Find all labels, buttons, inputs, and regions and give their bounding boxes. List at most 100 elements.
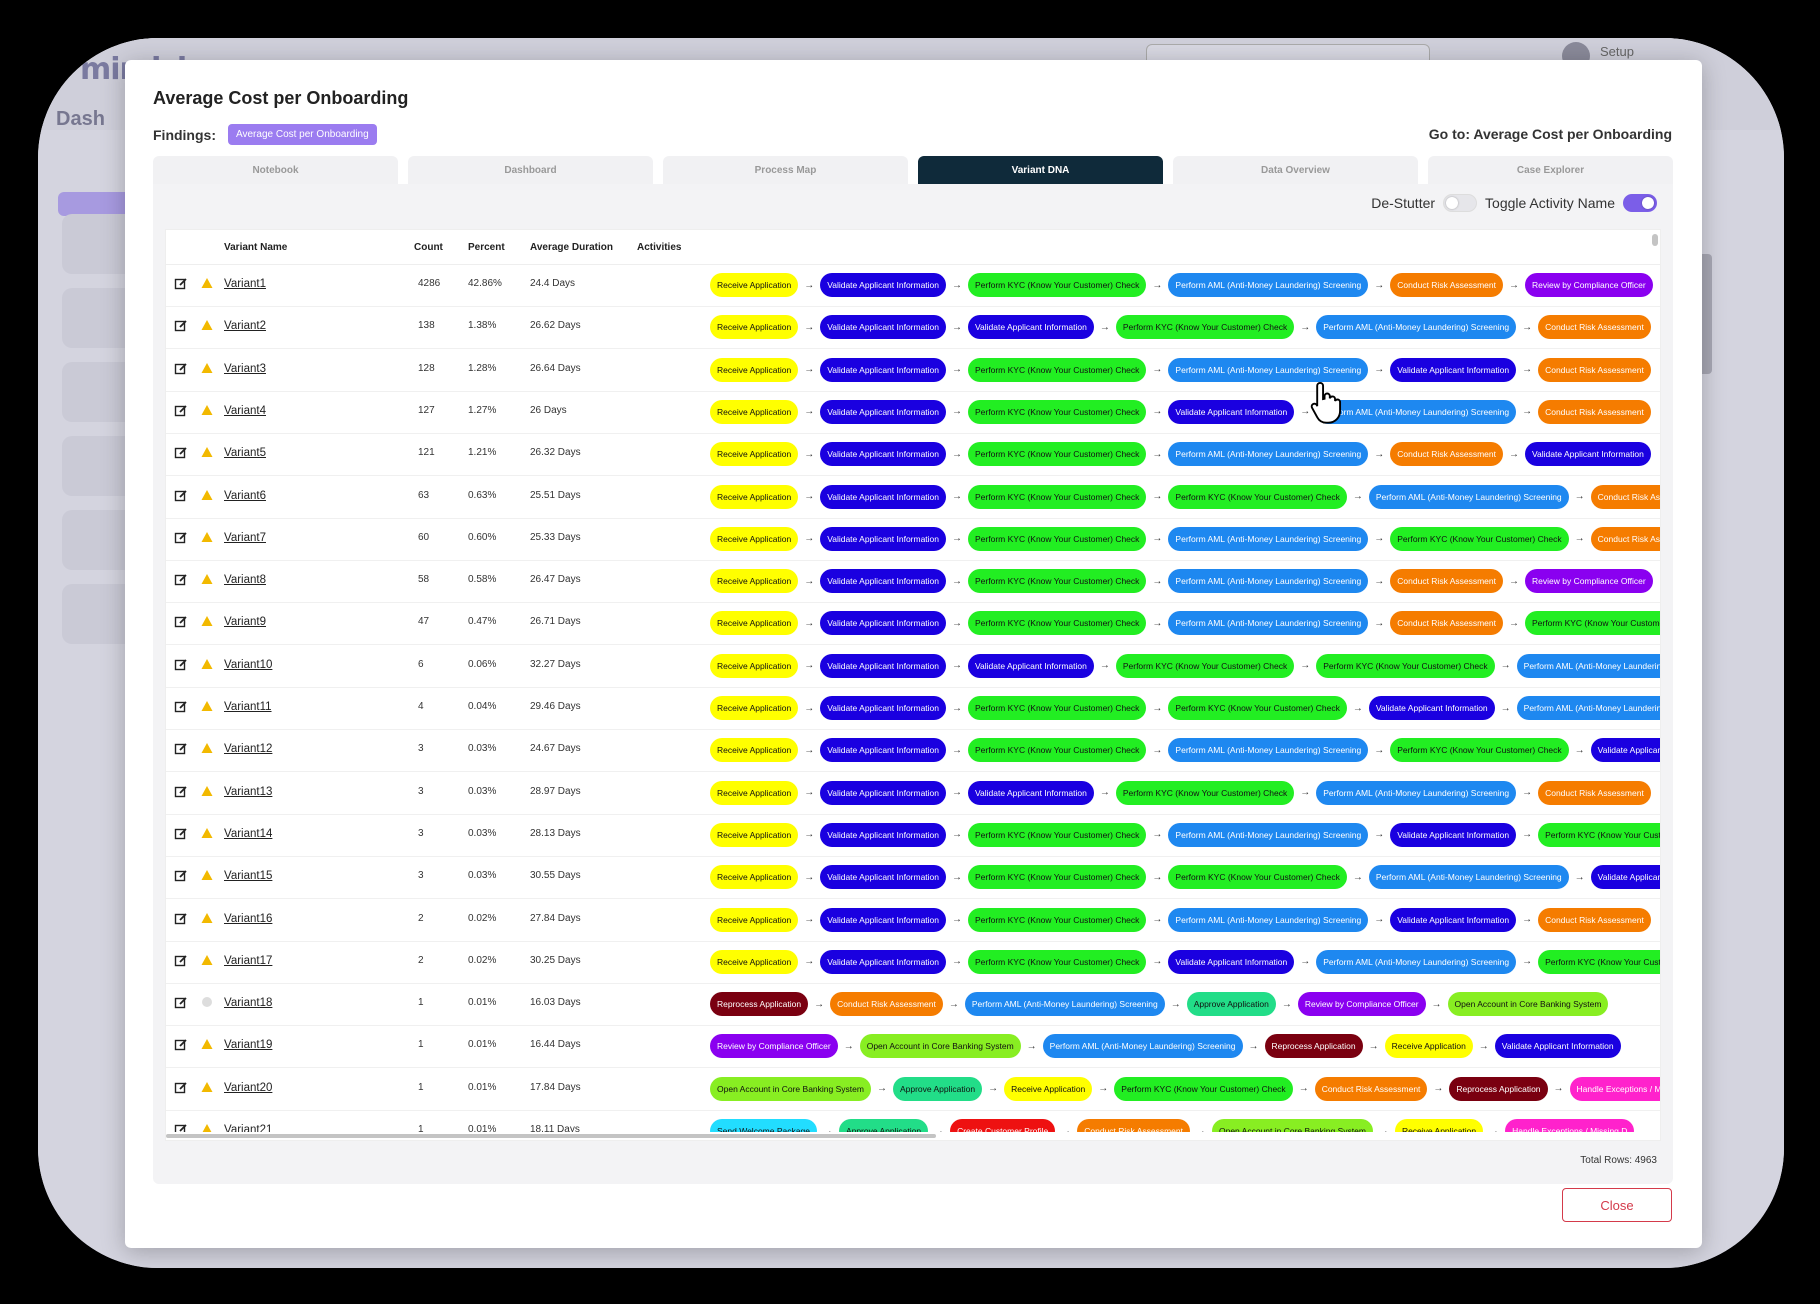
edit-icon[interactable]	[174, 700, 188, 714]
activity-pill[interactable]: Validate Applicant Information	[820, 865, 947, 890]
activity-pill[interactable]: Open Account in Core Banking System	[1447, 992, 1609, 1017]
table-row[interactable]: Variant15 3 0.03% 30.55 Days Receive Applica…	[166, 857, 1660, 900]
activity-pill[interactable]: Receive Application	[1384, 1034, 1473, 1059]
activity-pill[interactable]: Validate Applicant Information	[968, 315, 1094, 340]
activity-pill[interactable]: Receive Application	[710, 273, 799, 297]
activity-pill[interactable]: Perform KYC (Know Your Customer) Check	[1390, 738, 1569, 763]
edit-icon[interactable]	[174, 277, 188, 291]
activity-pill[interactable]: Perform AML (Anti-Money Laundering) Scre…	[1168, 357, 1369, 382]
activity-pill[interactable]: Validate Applicant Information	[1390, 357, 1517, 382]
close-button[interactable]: Close	[1562, 1188, 1672, 1222]
edit-icon[interactable]	[174, 827, 188, 841]
activity-pill[interactable]: Perform AML (Anti-Money Laundering) Scre…	[1168, 442, 1369, 467]
variant-name-link[interactable]: Variant13	[224, 785, 273, 798]
horizontal-scrollbar[interactable]	[166, 1132, 1660, 1140]
table-row[interactable]: Variant16 2 0.02% 27.84 Days Receive Applica…	[166, 900, 1660, 942]
variant-name-link[interactable]: Variant18	[224, 997, 273, 1010]
activity-pill[interactable]: Receive Application	[710, 315, 799, 340]
activity-pill[interactable]: Perform KYC (Know Your Customer) Check	[1538, 822, 1660, 847]
activity-pill[interactable]: Conduct Risk Assessment	[1390, 273, 1503, 297]
activity-pill[interactable]: Validate Applicant Information	[820, 484, 947, 509]
tab-notebook[interactable]: Notebook	[153, 156, 398, 184]
activity-pill[interactable]: Perform KYC (Know Your Customer) Check	[968, 273, 1147, 297]
activity-pill[interactable]: Perform AML (Anti-Money Laundering) Scre…	[1316, 949, 1517, 974]
activity-pill[interactable]: Perform AML (Anti-Money Laundering) Scre…	[1368, 484, 1569, 509]
table-row[interactable]: Variant19 1 0.01% 16.44 Days Review by Compl…	[166, 1026, 1660, 1069]
activity-pill[interactable]: Validate Applicant Information	[1590, 865, 1660, 890]
setup-menu[interactable]: Setup	[1600, 44, 1634, 59]
activity-pill[interactable]: Perform AML (Anti-Money Laundering) Scre…	[1516, 653, 1660, 678]
activity-pill[interactable]: Validate Applicant Information	[820, 569, 947, 594]
activity-pill[interactable]: Perform KYC (Know Your Customer) Check	[1168, 484, 1347, 509]
activity-pill[interactable]: Handle Exceptions / Missing D	[1569, 1076, 1660, 1101]
goto-link[interactable]: Go to: Average Cost per Onboarding	[1428, 126, 1672, 142]
table-row[interactable]: Variant2 138 1.38% 26.62 Days Receive Applic…	[166, 307, 1660, 350]
activity-pill[interactable]: Perform KYC (Know Your Customer) Check	[1168, 865, 1347, 890]
activity-pill[interactable]: Validate Applicant Information	[820, 738, 947, 763]
variant-name-link[interactable]: Variant1	[224, 278, 266, 290]
header-average-duration[interactable]: Average Duration	[530, 242, 613, 253]
edit-icon[interactable]	[174, 742, 188, 756]
activity-pill[interactable]: Conduct Risk Assessment	[1314, 1076, 1428, 1101]
variant-name-link[interactable]: Variant3	[224, 362, 266, 375]
variant-name-link[interactable]: Variant20	[224, 1081, 273, 1094]
activity-pill[interactable]: Validate Applicant Information	[820, 822, 947, 847]
activity-pill[interactable]: Validate Applicant Information	[820, 949, 947, 974]
table-row[interactable]: Variant10 6 0.06% 32.27 Days Receive Applica…	[166, 646, 1660, 688]
activity-pill[interactable]: Validate Applicant Information	[820, 780, 947, 805]
activity-pill[interactable]: Validate Applicant Information	[1390, 822, 1517, 847]
table-row[interactable]: Variant9 47 0.47% 26.71 Days Receive Applica…	[166, 603, 1660, 646]
activity-pill[interactable]: Perform KYC (Know Your Customer) Check	[1114, 1076, 1293, 1101]
activity-pill[interactable]: Validate Applicant Information	[1390, 907, 1517, 932]
activity-pill[interactable]: Validate Applicant Information	[1168, 949, 1295, 974]
activity-pill[interactable]: Receive Application	[710, 526, 799, 551]
table-row[interactable]: Variant11 4 0.04% 29.46 Days Receive Applica…	[166, 688, 1660, 730]
variant-name-link[interactable]: Variant4	[224, 404, 266, 417]
activity-pill[interactable]: Conduct Risk Assessment	[1538, 357, 1651, 382]
activity-pill[interactable]: Perform KYC (Know Your Customer) Check	[1168, 696, 1347, 720]
activity-pill[interactable]: Validate Applicant Information	[820, 273, 947, 297]
activity-pill[interactable]: Review by Compliance Officer	[1525, 569, 1653, 594]
activity-pill[interactable]: Perform KYC (Know Your Customer) Check	[968, 865, 1147, 890]
variant-name-link[interactable]: Variant12	[224, 743, 273, 756]
edit-icon[interactable]	[174, 869, 188, 883]
activity-pill[interactable]: Perform KYC (Know Your Customer) Check	[968, 526, 1147, 551]
tab-case-explorer[interactable]: Case Explorer	[1428, 156, 1673, 184]
activity-pill[interactable]: Review by Compliance Officer	[1297, 992, 1426, 1017]
variant-name-link[interactable]: Variant5	[224, 447, 266, 460]
activity-pill[interactable]: Perform AML (Anti-Money Laundering) Scre…	[1316, 780, 1517, 805]
activity-pill[interactable]: Conduct Risk Assessment	[1390, 569, 1503, 594]
table-row[interactable]: Variant17 2 0.02% 30.25 Days Receive Applica…	[166, 942, 1660, 984]
activity-pill[interactable]: Receive Application	[710, 907, 799, 932]
table-row[interactable]: Variant3 128 1.28% 26.64 Days Receive Applic…	[166, 350, 1660, 392]
activity-pill[interactable]: Validate Applicant Information	[820, 696, 947, 720]
destutter-switch[interactable]	[1443, 194, 1478, 212]
activity-pill[interactable]: Perform AML (Anti-Money Laundering) Scre…	[1168, 569, 1369, 594]
activity-pill[interactable]: Receive Application	[710, 949, 799, 974]
activity-pill[interactable]: Approve Application	[892, 1076, 983, 1101]
variant-name-link[interactable]: Variant2	[224, 320, 266, 333]
activity-pill[interactable]: Receive Application	[710, 484, 799, 509]
edit-icon[interactable]	[174, 489, 188, 503]
table-row[interactable]: Variant14 3 0.03% 28.13 Days Receive Applica…	[166, 815, 1660, 857]
activity-pill[interactable]: Conduct Risk Assessment	[1538, 399, 1651, 424]
table-row[interactable]: Variant5 121 1.21% 26.32 Days Receive Applic…	[166, 434, 1660, 477]
activity-pill[interactable]: Conduct Risk Assessment	[1538, 907, 1651, 932]
activity-pill[interactable]: Perform KYC (Know Your Customer) Check	[968, 442, 1147, 467]
activity-pill[interactable]: Receive Application	[710, 399, 799, 424]
activity-pill[interactable]: Open Account in Core Banking System	[710, 1076, 871, 1101]
activity-pill[interactable]: Perform AML (Anti-Money Laundering) Scre…	[1168, 822, 1369, 847]
edit-icon[interactable]	[174, 362, 188, 376]
vertical-scrollbar[interactable]	[1650, 230, 1660, 1140]
activity-pill[interactable]: Perform KYC (Know Your Customer) Check	[968, 399, 1147, 424]
tab-variant-dna[interactable]: Variant DNA	[918, 156, 1163, 184]
table-row[interactable]: Variant8 58 0.58% 26.47 Days Receive Applica…	[166, 561, 1660, 604]
activity-pill[interactable]: Receive Application	[710, 822, 799, 847]
activity-pill[interactable]: Conduct Risk Assessment	[1590, 484, 1660, 509]
activity-pill[interactable]: Perform KYC (Know Your Customer) Check	[968, 569, 1147, 594]
activity-pill[interactable]: Receive Application	[710, 696, 799, 720]
activity-pill[interactable]: Validate Applicant Information	[1368, 696, 1495, 720]
activity-pill[interactable]: Reprocess Application	[1264, 1034, 1363, 1059]
activity-pill[interactable]: Perform AML (Anti-Money Laundering) Scre…	[1316, 315, 1517, 340]
activity-pill[interactable]: Validate Applicant Information	[820, 442, 947, 467]
